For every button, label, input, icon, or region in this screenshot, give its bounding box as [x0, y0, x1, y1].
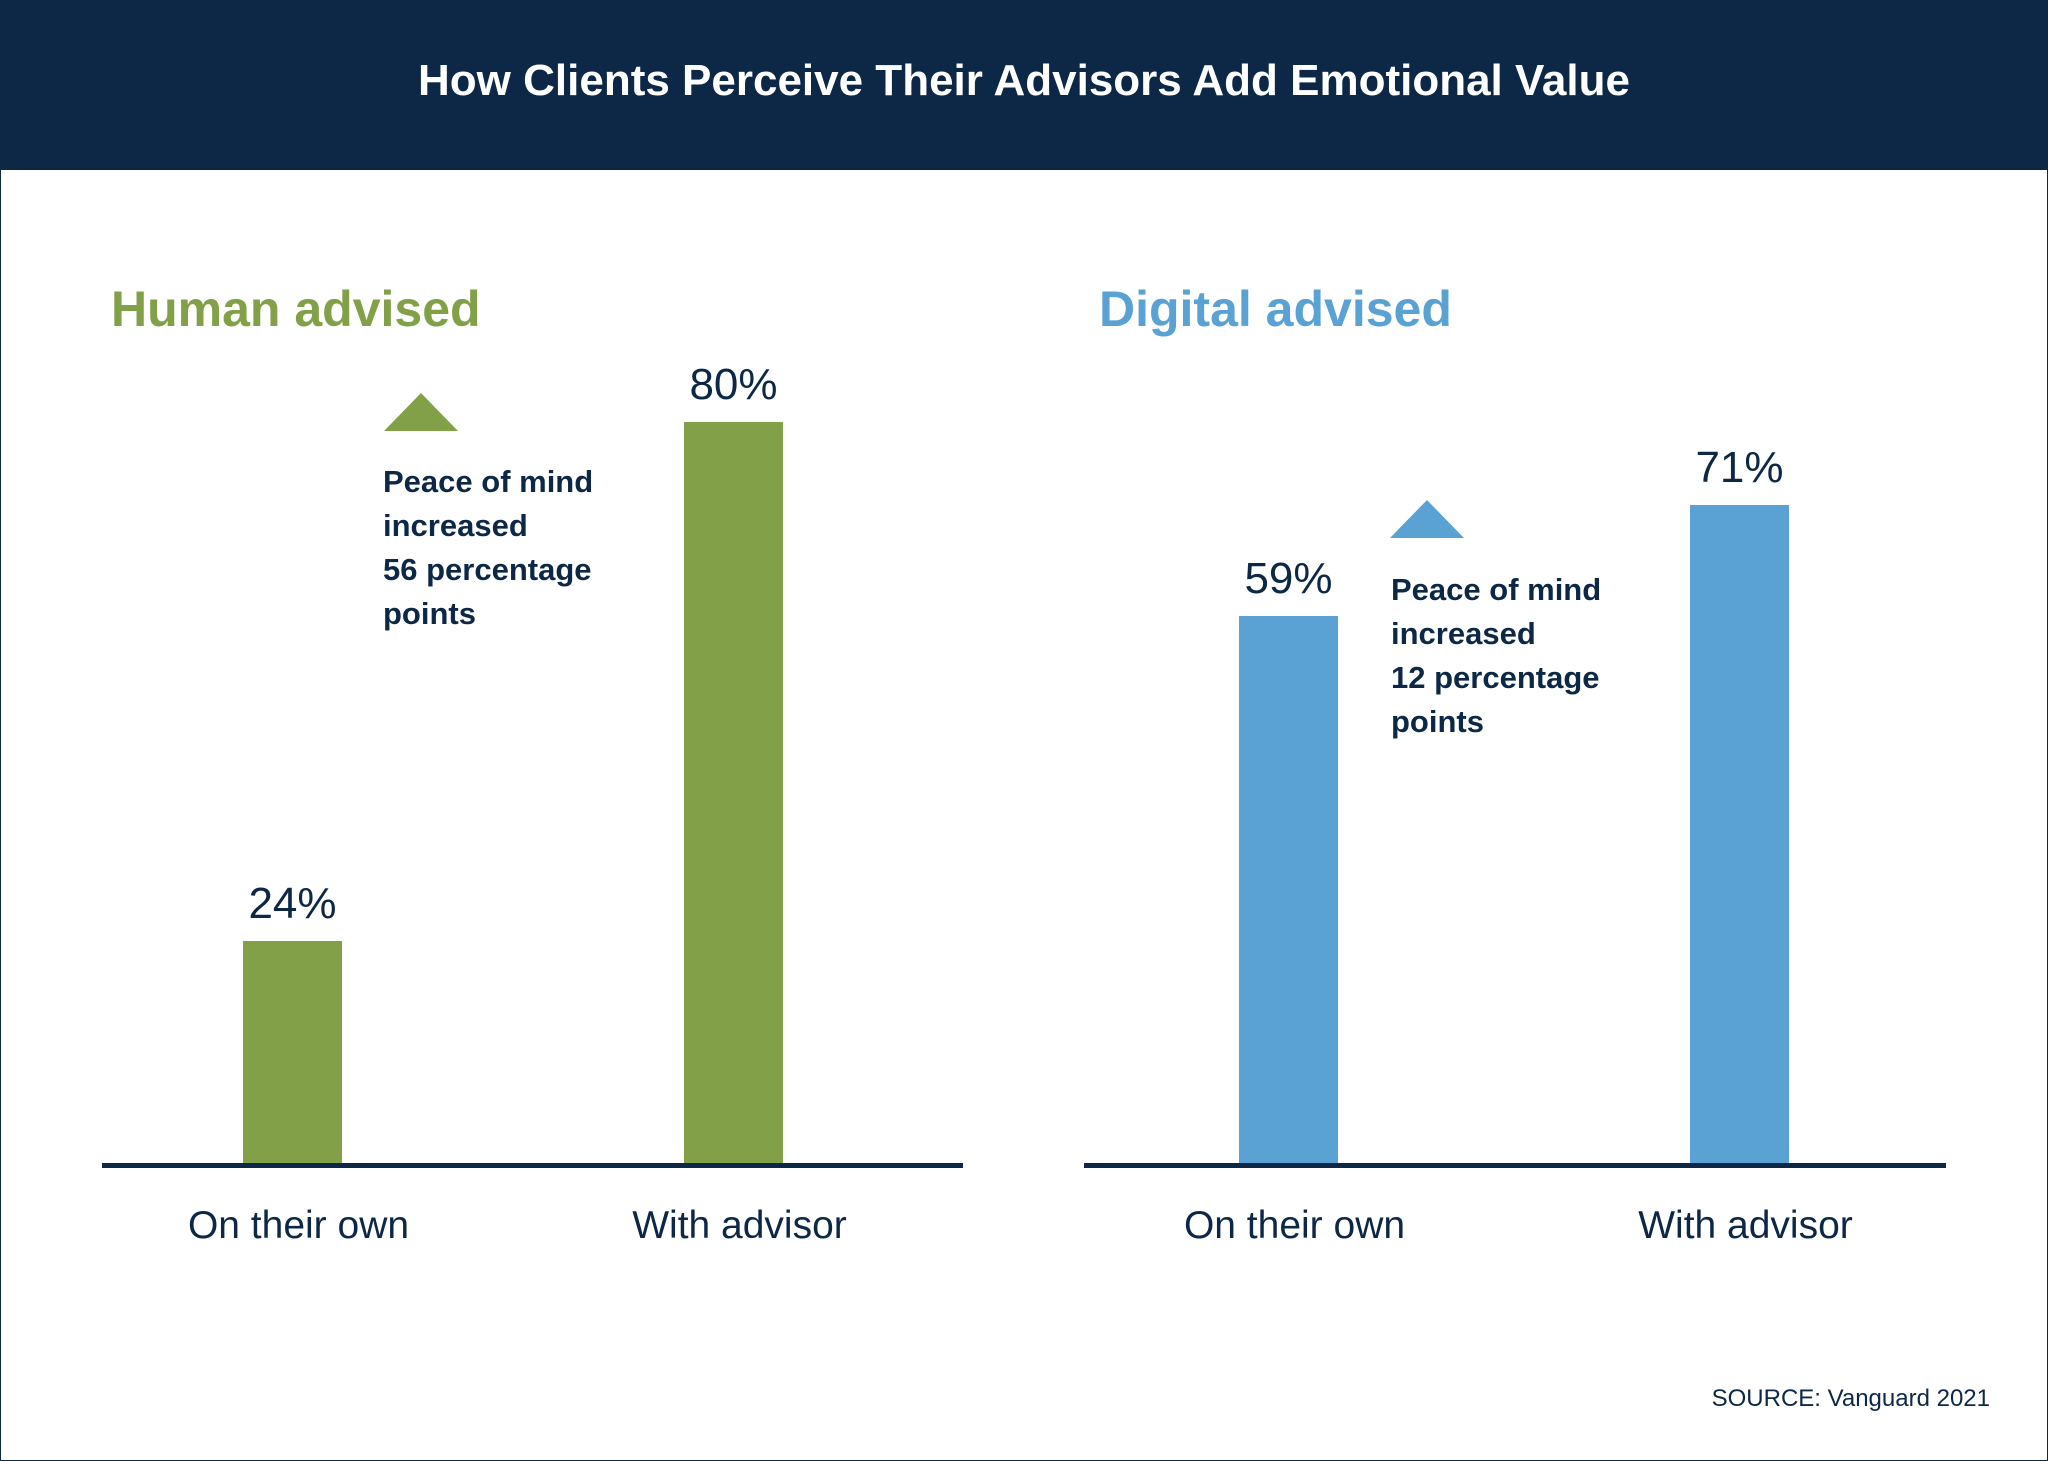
value-label: 24% [248, 879, 337, 929]
bar [1690, 505, 1789, 1164]
annotation-line: Peace of mind [1391, 572, 1602, 607]
category-label: With advisor [1638, 1204, 1853, 1247]
x-axis-line [1084, 1163, 1946, 1168]
x-axis-line [102, 1163, 963, 1168]
category-label: With advisor [632, 1204, 847, 1247]
chart-title: How Clients Perceive Their Advisors Add … [418, 56, 1630, 105]
annotation-line: Peace of mind [383, 464, 594, 499]
annotation-text: Peace of mind increased 56 percentage point… [383, 460, 593, 636]
panel-title: Digital advised [1099, 281, 1452, 337]
annotation-line: points [383, 596, 476, 631]
value-label: 80% [689, 359, 778, 409]
value-label: 71% [1695, 443, 1784, 493]
triangle-up-icon [384, 393, 458, 431]
panel-title: Human advised [111, 281, 481, 337]
bar [243, 941, 342, 1164]
category-label: On their own [1183, 1204, 1406, 1247]
annotation-text: Peace of mind increased 12 percentage point… [1391, 568, 1601, 744]
annotation-line: increased [383, 508, 528, 543]
annotation-line: 12 percentage [1391, 660, 1600, 695]
bar [684, 421, 783, 1164]
header-band [0, 0, 2048, 170]
annotation-line: points [1391, 704, 1484, 739]
category-label: On their own [187, 1204, 410, 1247]
bar [1239, 616, 1338, 1164]
annotation-line: 56 percentage [383, 552, 592, 587]
source-note: SOURCE: Vanguard 2021 [1711, 1385, 1990, 1412]
value-label: 59% [1244, 554, 1333, 604]
annotation-line: increased [1391, 616, 1536, 651]
triangle-up-icon [1390, 500, 1464, 538]
